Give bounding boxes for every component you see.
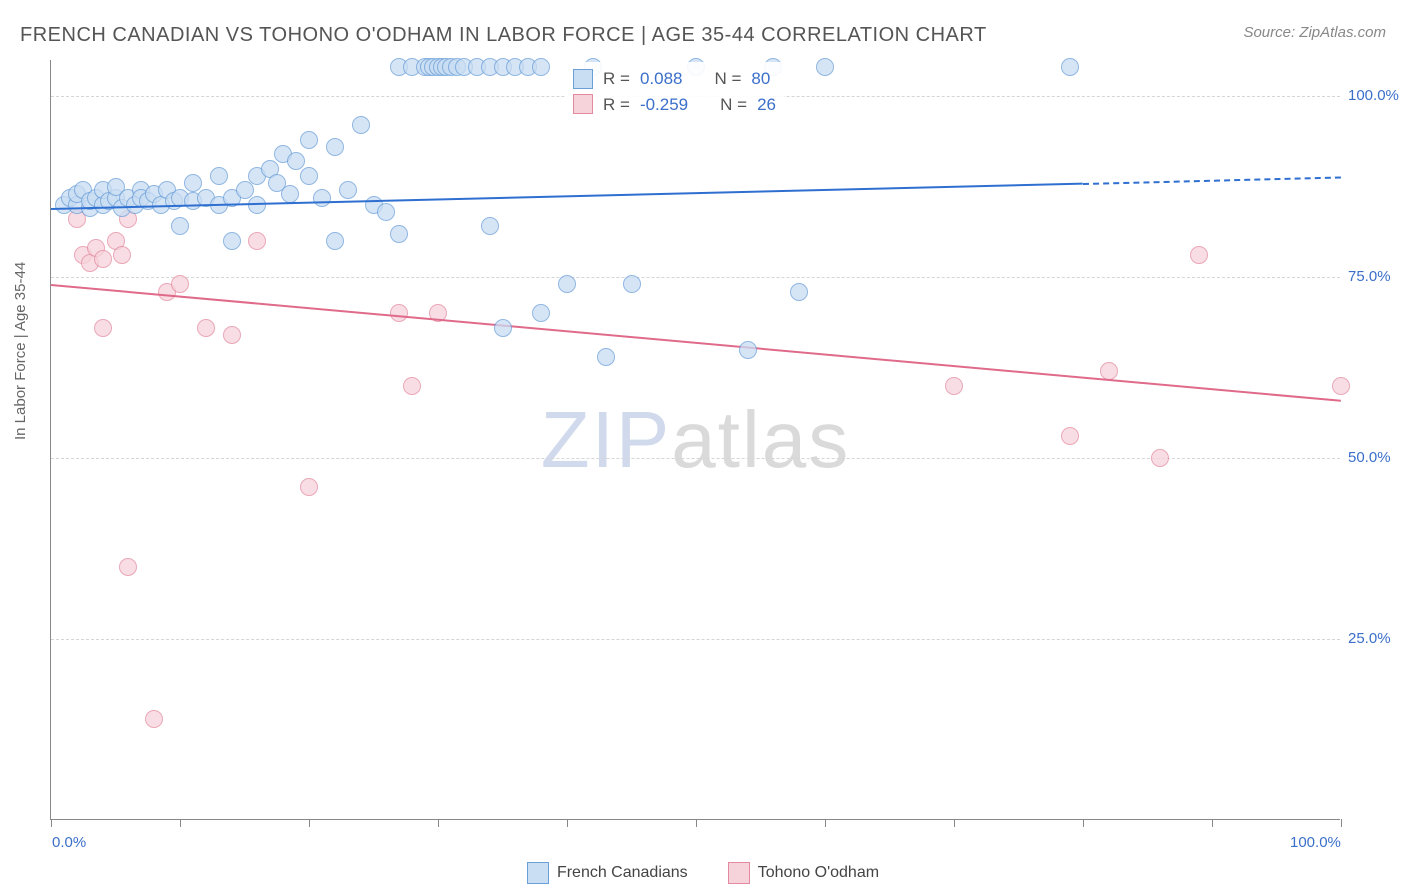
data-point-b [403, 377, 421, 395]
data-point-a [377, 203, 395, 221]
legend: French Canadians Tohono O'odham [0, 862, 1406, 884]
legend-swatch-a [527, 862, 549, 884]
watermark-zip: ZIP [541, 395, 671, 484]
legend-label-b: Tohono O'odham [758, 864, 879, 882]
x-tick-label: 0.0% [52, 834, 86, 851]
data-point-a [171, 217, 189, 235]
x-tick-label: 100.0% [1290, 834, 1341, 851]
x-tick [309, 819, 310, 827]
data-point-a [390, 225, 408, 243]
data-point-a [223, 232, 241, 250]
watermark-atlas: atlas [671, 395, 850, 484]
trend-line-b [51, 284, 1341, 402]
chart-title: FRENCH CANADIAN VS TOHONO O'ODHAM IN LAB… [20, 24, 987, 47]
data-point-b [1151, 449, 1169, 467]
data-point-a [494, 319, 512, 337]
data-point-b [390, 304, 408, 322]
n-label-a: N = [714, 66, 741, 92]
y-tick-label: 75.0% [1348, 268, 1391, 285]
data-point-b [1061, 427, 1079, 445]
data-point-b [197, 319, 215, 337]
data-point-a [339, 181, 357, 199]
data-point-a [1061, 58, 1079, 76]
data-point-b [113, 246, 131, 264]
x-tick [51, 819, 52, 827]
data-point-a [300, 131, 318, 149]
data-point-a [623, 275, 641, 293]
data-point-a [281, 185, 299, 203]
stat-row-b: R = -0.259 N = 26 [573, 92, 776, 118]
x-tick [1341, 819, 1342, 827]
legend-item-b: Tohono O'odham [728, 862, 879, 884]
data-point-a [816, 58, 834, 76]
r-label-b: R = [603, 92, 630, 118]
data-point-b [300, 478, 318, 496]
x-tick [1083, 819, 1084, 827]
source-label: Source: ZipAtlas.com [1243, 24, 1386, 41]
data-point-a [326, 138, 344, 156]
y-tick-label: 100.0% [1348, 87, 1399, 104]
data-point-a [313, 189, 331, 207]
r-value-b: -0.259 [640, 92, 688, 118]
data-point-b [1190, 246, 1208, 264]
data-point-a [352, 116, 370, 134]
data-point-b [94, 319, 112, 337]
data-point-a [532, 58, 550, 76]
legend-item-a: French Canadians [527, 862, 688, 884]
trend-line-ext-a [1083, 177, 1341, 186]
x-tick [567, 819, 568, 827]
stat-row-a: R = 0.088 N = 80 [573, 66, 776, 92]
chart-container: FRENCH CANADIAN VS TOHONO O'ODHAM IN LAB… [0, 0, 1406, 892]
swatch-series-a [573, 69, 593, 89]
n-label-b: N = [720, 92, 747, 118]
y-axis-title: In Labor Force | Age 35-44 [12, 262, 29, 440]
x-tick [1212, 819, 1213, 827]
data-point-b [119, 558, 137, 576]
y-tick-label: 50.0% [1348, 449, 1391, 466]
plot-area: ZIPatlas [50, 60, 1340, 820]
data-point-a [210, 167, 228, 185]
y-tick-label: 25.0% [1348, 630, 1391, 647]
x-tick [180, 819, 181, 827]
data-point-b [248, 232, 266, 250]
correlation-stat-box: R = 0.088 N = 80 R = -0.259 N = 26 [565, 62, 784, 121]
x-tick [696, 819, 697, 827]
r-label-a: R = [603, 66, 630, 92]
data-point-a [558, 275, 576, 293]
data-point-a [236, 181, 254, 199]
x-tick [438, 819, 439, 827]
data-point-b [145, 710, 163, 728]
x-tick [825, 819, 826, 827]
data-point-a [532, 304, 550, 322]
x-tick [954, 819, 955, 827]
data-point-a [287, 152, 305, 170]
data-point-a [790, 283, 808, 301]
r-value-a: 0.088 [640, 66, 683, 92]
n-value-a: 80 [751, 66, 770, 92]
gridline [51, 639, 1340, 640]
data-point-a [300, 167, 318, 185]
data-point-a [184, 174, 202, 192]
legend-swatch-b [728, 862, 750, 884]
n-value-b: 26 [757, 92, 776, 118]
data-point-b [945, 377, 963, 395]
data-point-a [326, 232, 344, 250]
gridline [51, 458, 1340, 459]
swatch-series-b [573, 94, 593, 114]
data-point-b [1332, 377, 1350, 395]
data-point-a [597, 348, 615, 366]
legend-label-a: French Canadians [557, 864, 688, 882]
data-point-a [481, 217, 499, 235]
data-point-b [94, 250, 112, 268]
data-point-a [739, 341, 757, 359]
watermark: ZIPatlas [541, 394, 850, 486]
gridline [51, 277, 1340, 278]
data-point-b [223, 326, 241, 344]
data-point-b [171, 275, 189, 293]
